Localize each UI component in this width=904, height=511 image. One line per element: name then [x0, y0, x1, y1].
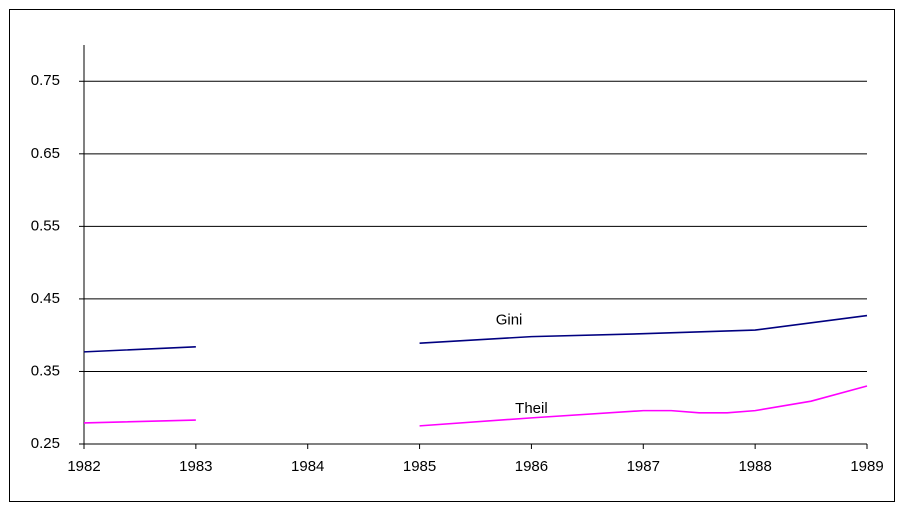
x-tick-label: 1988 — [738, 458, 771, 475]
y-tick-label: 0.55 — [31, 217, 60, 234]
x-tick-label: 1982 — [67, 458, 100, 475]
series-line — [83, 314, 868, 353]
x-tick-label: 1985 — [403, 458, 436, 475]
series-line — [83, 385, 868, 427]
y-tick-label: 0.45 — [31, 290, 60, 307]
y-tick-label: 0.35 — [31, 362, 60, 379]
annotation: Theil — [515, 400, 548, 417]
x-tick-label: 1987 — [627, 458, 660, 475]
x-tick-label: 1989 — [850, 458, 883, 475]
y-tick-label: 0.75 — [31, 72, 60, 89]
y-tick-label: 0.65 — [31, 145, 60, 162]
x-tick-label: 1984 — [291, 458, 324, 475]
chart-border — [9, 9, 895, 502]
x-tick-label: 1986 — [515, 458, 548, 475]
x-tick-label: 1983 — [179, 458, 212, 475]
y-tick-label: 0.25 — [31, 435, 60, 452]
annotation: Gini — [496, 312, 523, 329]
